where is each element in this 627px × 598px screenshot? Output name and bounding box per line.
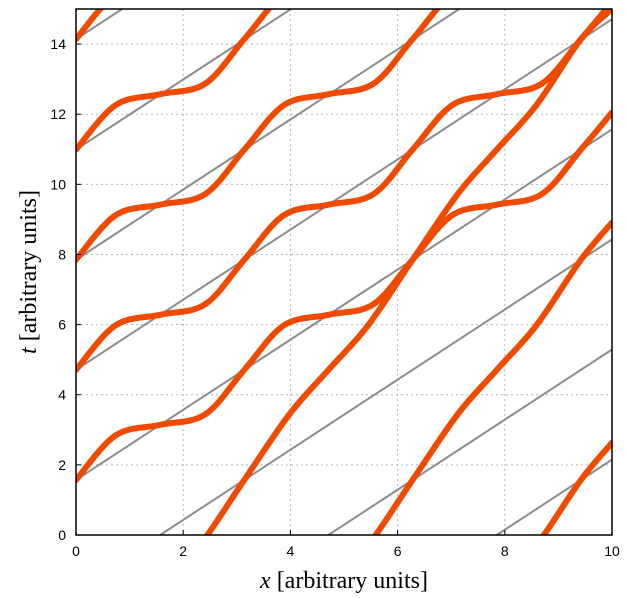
gray-series-line (76, 9, 461, 261)
orange-series-line (203, 9, 612, 535)
x-axis-symbol: x (259, 568, 271, 594)
x-tick-label: 2 (179, 543, 187, 559)
x-tick-label: 8 (501, 543, 509, 559)
x-axis-label: x [arbitrary units] (259, 568, 428, 594)
orange-series-line (76, 9, 105, 43)
x-tick-label: 10 (604, 543, 620, 559)
plot-frame (75, 8, 613, 536)
orange-series-line (540, 439, 612, 535)
y-tick-label: 0 (58, 527, 66, 543)
tick-labels: 0 2 4 6 8 10 0 2 4 6 8 10 12 14 (50, 36, 620, 559)
orange-series-line (372, 219, 612, 535)
y-tick-label: 4 (58, 387, 66, 403)
x-tick-label: 4 (287, 543, 295, 559)
gray-series-line (76, 9, 292, 151)
y-tick-label: 10 (50, 176, 66, 192)
y-tick-label: 8 (58, 246, 66, 262)
x-tick-label: 6 (394, 543, 402, 559)
grid-lines (76, 9, 612, 535)
y-tick-label: 12 (50, 106, 66, 122)
gray-series-line (495, 458, 612, 535)
y-axis-symbol: t (16, 346, 42, 354)
plot-area (76, 9, 612, 535)
gray-series-line (159, 238, 612, 535)
orange-series-line (76, 9, 441, 263)
y-axis-unit: [arbitrary units] (16, 190, 42, 347)
y-axis-label: t [arbitrary units] (16, 190, 42, 354)
tick-marks (75, 43, 613, 536)
gray-series-line (327, 348, 612, 535)
orange-series-line (76, 9, 611, 373)
y-tick-label: 14 (50, 36, 66, 52)
orange-series-line (76, 9, 273, 153)
y-tick-label: 2 (58, 457, 66, 473)
orange-series (76, 9, 612, 535)
orange-series-line (76, 109, 612, 483)
x-axis-unit: [arbitrary units] (271, 568, 428, 594)
y-tick-label: 6 (58, 317, 66, 333)
x-tick-label: 0 (72, 543, 80, 559)
